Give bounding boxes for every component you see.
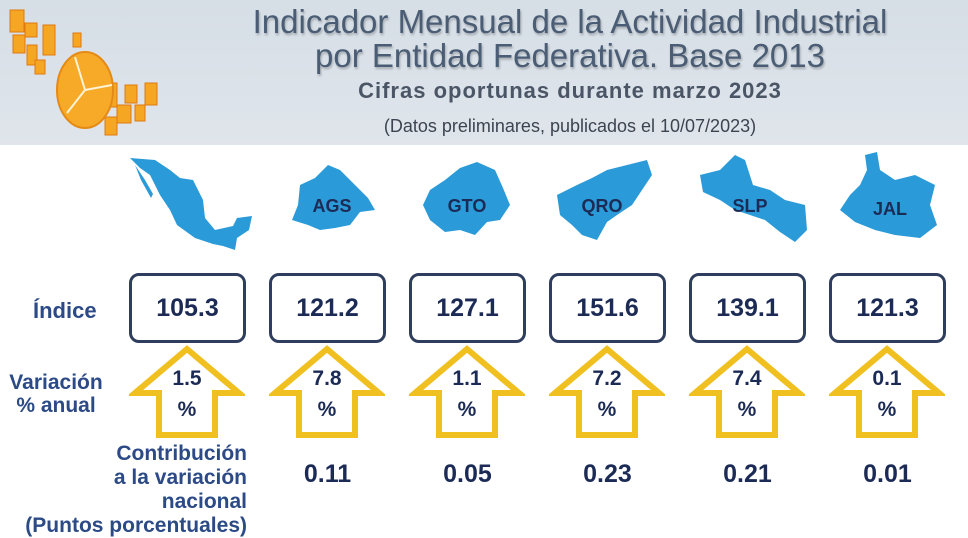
variacion-unit-ags: % (317, 398, 337, 421)
map-ags: AGS (292, 165, 375, 230)
map-label-ags: AGS (312, 196, 351, 216)
contribucion-value-ags: 0.11 (303, 460, 352, 488)
map-label-jal: JAL (873, 199, 907, 219)
contribucion-value-qro: 0.23 (583, 460, 632, 488)
up-arrow-icon (409, 345, 525, 438)
subtitle: Cifras oportunas durante marzo 2023 (358, 78, 782, 103)
variacion-value-qro: 7.2 (592, 367, 622, 390)
map-gto: GTO (423, 162, 510, 235)
variacion-unit-slp: % (737, 398, 757, 421)
label-contrib-line1: Contribución (116, 442, 247, 465)
indice-box-slp: 139.1 (689, 273, 806, 343)
map-slp: SLP (700, 155, 807, 242)
map-mexico (130, 158, 252, 250)
map-label-slp: SLP (732, 196, 767, 216)
label-variacion: Variación % anual (0, 371, 112, 417)
up-arrow-icon (269, 345, 385, 438)
variacion-value-jal: 0.1 (872, 367, 902, 390)
up-arrow-icon (689, 345, 805, 438)
contribucion-value-slp: 0.21 (723, 460, 772, 488)
label-variacion-line2: % anual (16, 394, 96, 417)
map-label-qro: QRO (581, 196, 622, 216)
contribucion-value-jal: 0.01 (863, 460, 912, 488)
variacion-value-slp: 7.4 (732, 367, 762, 390)
variacion-unit-gto: % (457, 398, 477, 421)
title-line-2: por Entidad Federativa. Base 2013 (314, 37, 825, 74)
indice-box-ags: 121.2 (269, 273, 386, 343)
variacion-unit-jal: % (877, 398, 897, 421)
up-arrow-icon (129, 345, 245, 438)
label-contribucion: Contribución a la variación nacional (Pu… (0, 442, 247, 538)
title-line-1: Indicador Mensual de la Actividad Indust… (252, 3, 888, 40)
label-contrib-line2: a la variación (113, 466, 247, 489)
indice-box-nacional: 105.3 (129, 273, 246, 343)
indice-box-qro: 151.6 (549, 273, 666, 343)
publication-note: (Datos preliminares, publicados el 10/07… (383, 116, 757, 136)
map-label-gto: GTO (448, 196, 487, 216)
variacion-unit-nacional: % (177, 398, 197, 421)
up-arrow-icon (549, 345, 665, 438)
map-jal: JAL (840, 152, 937, 238)
map-qro: QRO (557, 160, 652, 240)
up-arrow-icon (829, 345, 945, 438)
variacion-value-gto: 1.1 (452, 367, 482, 390)
variacion-value-nacional: 1.5 (172, 367, 202, 390)
indice-box-jal: 121.3 (829, 273, 946, 343)
variacion-unit-qro: % (597, 398, 617, 421)
variacion-value-ags: 7.8 (312, 367, 342, 390)
label-contrib-line3: nacional (161, 490, 247, 513)
label-indice: Índice (33, 298, 97, 323)
label-variacion-line1: Variación (9, 371, 103, 394)
inegi-logo (9, 9, 158, 136)
header-banner: Indicador Mensual de la Actividad Indust… (0, 0, 968, 145)
indice-box-gto: 127.1 (409, 273, 526, 343)
contribucion-value-gto: 0.05 (443, 460, 492, 488)
